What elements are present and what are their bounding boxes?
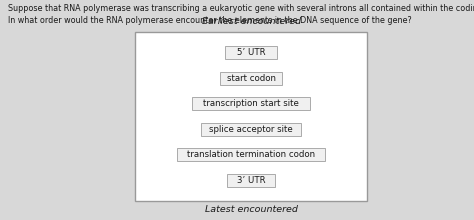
- Text: transcription start site: transcription start site: [203, 99, 299, 108]
- FancyBboxPatch shape: [177, 148, 325, 161]
- FancyBboxPatch shape: [225, 46, 277, 59]
- Text: translation termination codon: translation termination codon: [187, 150, 315, 160]
- FancyBboxPatch shape: [135, 32, 367, 201]
- FancyBboxPatch shape: [220, 72, 282, 85]
- Text: Suppose that RNA polymerase was transcribing a eukaryotic gene with several intr: Suppose that RNA polymerase was transcri…: [8, 4, 474, 13]
- Text: 3’ UTR: 3’ UTR: [237, 176, 265, 185]
- Text: splice acceptor site: splice acceptor site: [210, 125, 293, 134]
- Text: 5’ UTR: 5’ UTR: [237, 48, 265, 57]
- FancyBboxPatch shape: [227, 174, 275, 187]
- Text: In what order would the RNA polymerase encounter the elements in the DNA sequenc: In what order would the RNA polymerase e…: [8, 16, 412, 25]
- Text: Latest encountered: Latest encountered: [205, 205, 298, 214]
- Text: start codon: start codon: [227, 74, 276, 83]
- FancyBboxPatch shape: [201, 123, 301, 136]
- FancyBboxPatch shape: [192, 97, 310, 110]
- Text: Earliest encountered: Earliest encountered: [202, 17, 301, 26]
